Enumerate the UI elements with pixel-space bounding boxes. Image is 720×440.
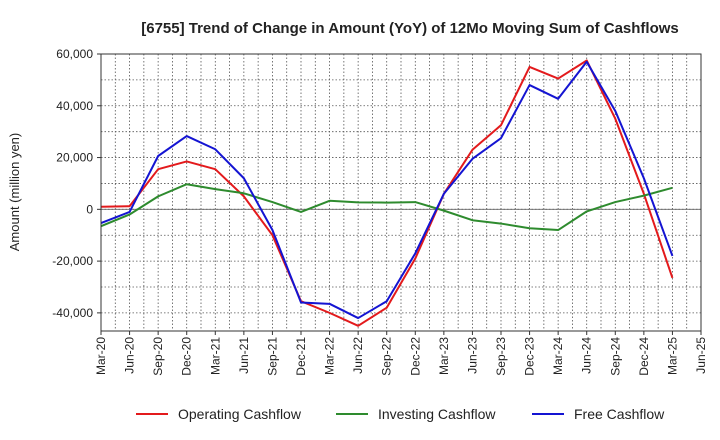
legend-label-investing-cashflow: Investing Cashflow	[378, 406, 496, 422]
y-axis-label: Amount (million yen)	[7, 133, 22, 252]
operating-cashflow-line	[100, 59, 674, 327]
chart-title: [6755] Trend of Change in Amount (YoY) o…	[141, 20, 679, 37]
x-tick-label: Jun-25	[694, 337, 708, 374]
y-tick-label: 60,000	[56, 47, 93, 61]
x-tick-label: Jun-21	[237, 337, 251, 374]
y-tick-label: 20,000	[56, 151, 93, 165]
legend-label-free-cashflow: Free Cashflow	[574, 406, 665, 422]
x-tick-label: Sep-21	[265, 337, 279, 376]
x-tick-label: Dec-23	[523, 337, 537, 376]
x-tick-label: Mar-23	[437, 337, 451, 375]
plot-border	[100, 53, 702, 332]
y-tick-label: 0	[86, 202, 93, 216]
x-tick-label: Dec-20	[180, 337, 194, 376]
legend-label-operating-cashflow: Operating Cashflow	[178, 406, 302, 422]
x-tick-label: Sep-23	[494, 337, 508, 376]
y-tick-label: 40,000	[56, 99, 93, 113]
x-tick-label: Sep-22	[380, 337, 394, 376]
x-tick-label: Jun-20	[123, 337, 137, 374]
x-tick-label: Mar-24	[551, 337, 565, 375]
x-tick-label: Dec-22	[408, 337, 422, 376]
free-cashflow-line	[100, 60, 674, 320]
x-tick-label: Sep-24	[608, 337, 622, 376]
x-tick-label: Mar-25	[665, 337, 679, 375]
x-tick-label: Mar-21	[208, 337, 222, 375]
x-tick-label: Jun-22	[351, 337, 365, 374]
y-tick-label: -40,000	[52, 306, 93, 320]
y-tick-label: -20,000	[52, 254, 93, 268]
x-tick-label: Dec-21	[294, 337, 308, 376]
x-tick-label: Jun-23	[465, 337, 479, 374]
investing-cashflow-line	[100, 183, 673, 232]
x-tick-label: Sep-20	[151, 337, 165, 376]
x-tick-label: Mar-20	[94, 337, 108, 375]
x-tick-label: Jun-24	[580, 337, 594, 374]
x-tick-label: Dec-24	[637, 337, 651, 376]
x-tick-label: Mar-22	[323, 337, 337, 375]
